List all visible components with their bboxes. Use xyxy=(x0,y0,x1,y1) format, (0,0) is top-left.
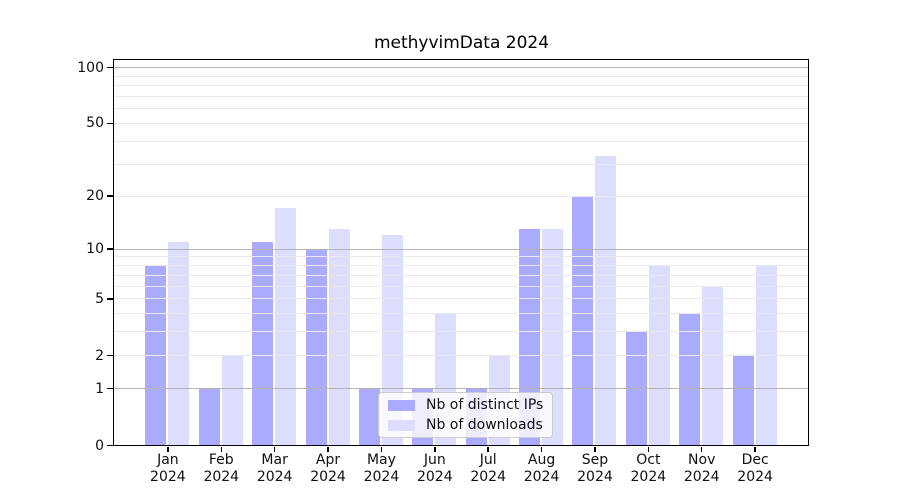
x-tick-jul xyxy=(487,447,489,452)
gridline-5 xyxy=(114,297,808,299)
gridline-70 xyxy=(114,95,808,97)
bar-distinct-ips-nov xyxy=(679,313,701,445)
x-tick-aug xyxy=(540,447,543,452)
gridline-8 xyxy=(114,264,808,266)
y-tick-label-100: 100 xyxy=(77,59,104,76)
x-tick-jun xyxy=(434,447,436,452)
legend-item-downloads: Nb of downloads xyxy=(388,417,543,433)
x-tick-oct xyxy=(647,447,650,452)
legend-swatch-distinct-ips xyxy=(388,399,415,411)
x-tick-label-jul: Jul 2024 xyxy=(470,452,506,485)
x-tick-label-sep: Sep 2024 xyxy=(577,452,613,485)
gridline-30 xyxy=(114,163,808,165)
x-tick-label-jan: Jan 2024 xyxy=(150,452,186,485)
x-tick-mar xyxy=(273,447,276,452)
plot-area xyxy=(113,59,809,446)
bar-distinct-ips-mar xyxy=(252,241,274,445)
x-tick-label-dec: Dec 2024 xyxy=(737,452,773,485)
x-tick-label-may: May 2024 xyxy=(363,452,400,485)
x-tick-label-jun: Jun 2024 xyxy=(416,452,453,485)
y-tick-label-5: 5 xyxy=(95,290,104,307)
gridline-4 xyxy=(114,312,808,314)
y-tick-5 xyxy=(107,298,113,300)
y-tick-2 xyxy=(107,354,113,357)
bar-distinct-ips-aug xyxy=(519,228,541,445)
gridline-40 xyxy=(114,140,808,142)
y-tick-0 xyxy=(107,444,113,447)
gridline-60 xyxy=(114,107,808,109)
y-tick-label-20: 20 xyxy=(86,188,104,205)
chart-title: methyvimData 2024 xyxy=(373,33,550,53)
y-tick-label-10: 10 xyxy=(86,241,104,258)
grid-layer xyxy=(114,60,808,445)
x-tick-may xyxy=(380,447,383,452)
y-tick-20 xyxy=(107,195,113,197)
bar-distinct-ips-feb xyxy=(198,388,220,445)
y-tick-label-50: 50 xyxy=(86,115,104,132)
x-tick-label-oct: Oct 2024 xyxy=(630,452,667,485)
x-tick-dec xyxy=(754,447,756,452)
y-tick-1 xyxy=(107,387,113,390)
gridline-2 xyxy=(114,354,808,356)
y-tick-50 xyxy=(107,122,113,125)
gridline-80 xyxy=(114,84,808,86)
legend-label-downloads: Nb of downloads xyxy=(426,417,543,433)
y-tick-100 xyxy=(107,66,113,69)
x-tick-jan xyxy=(167,447,169,452)
x-tick-feb xyxy=(220,447,223,452)
gridline-6 xyxy=(114,285,808,287)
x-tick-sep xyxy=(594,447,596,452)
gridline-90 xyxy=(114,75,808,77)
x-tick-apr xyxy=(327,447,329,452)
x-tick-label-feb: Feb 2024 xyxy=(203,452,240,485)
x-tick-label-apr: Apr 2024 xyxy=(310,452,346,485)
gridline-7 xyxy=(114,274,808,276)
legend-swatch-downloads xyxy=(388,419,415,431)
bar-downloads-sep xyxy=(595,156,617,445)
bar-downloads-nov xyxy=(702,285,724,445)
bar-distinct-ips-sep xyxy=(572,195,594,445)
legend-label-distinct-ips: Nb of distinct IPs xyxy=(426,397,544,413)
x-tick-label-aug: Aug 2024 xyxy=(523,452,560,485)
gridline-1 xyxy=(114,387,808,389)
x-tick-label-mar: Mar 2024 xyxy=(256,452,293,485)
bar-downloads-apr xyxy=(328,228,350,445)
bar-downloads-aug xyxy=(542,228,564,445)
y-tick-label-1: 1 xyxy=(95,380,104,397)
bar-downloads-feb xyxy=(221,355,243,445)
x-tick-label-nov: Nov 2024 xyxy=(683,452,720,485)
y-tick-label-0: 0 xyxy=(95,437,104,454)
y-tick-label-2: 2 xyxy=(95,347,104,364)
legend-item-distinct-ips: Nb of distinct IPs xyxy=(388,397,543,413)
gridline-9 xyxy=(114,255,808,257)
y-tick-10 xyxy=(107,248,113,250)
gridline-3 xyxy=(114,330,808,332)
x-tick-nov xyxy=(700,447,703,452)
gridline-50 xyxy=(114,122,808,124)
bar-distinct-ips-may xyxy=(358,388,380,445)
gridline-20 xyxy=(114,195,808,197)
gridline-100 xyxy=(114,66,808,68)
bar-downloads-mar xyxy=(275,208,297,445)
gridline-10 xyxy=(114,248,808,250)
bar-downloads-jan xyxy=(168,241,190,445)
bar-distinct-ips-dec xyxy=(732,355,754,445)
legend: Nb of distinct IPs Nb of downloads xyxy=(378,392,554,438)
